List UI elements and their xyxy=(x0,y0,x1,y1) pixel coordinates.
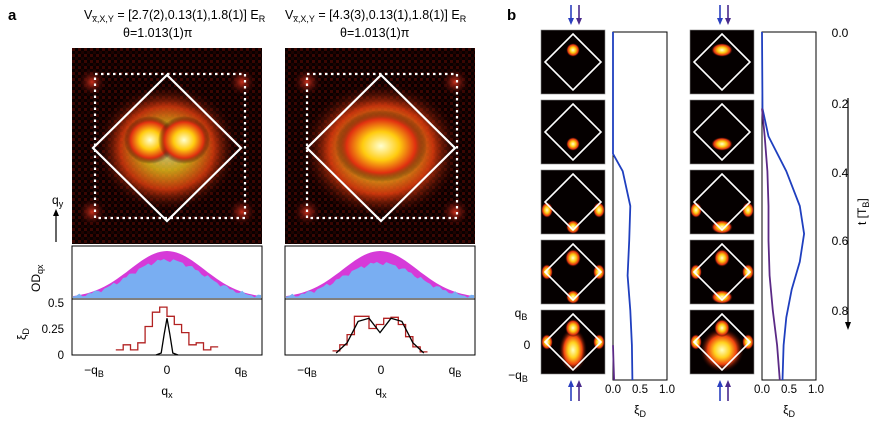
tilesRight-tile-3 xyxy=(689,239,755,305)
xiLeft-series-data xyxy=(115,306,219,351)
panel-a-label: a xyxy=(8,7,17,24)
xiLeft-series-fit xyxy=(155,318,179,356)
b-right-xi-tick-1: 1.0 xyxy=(808,384,824,396)
left-xi-time-plot xyxy=(612,31,668,381)
left-x-label: qx xyxy=(161,384,173,400)
right-xi-plot xyxy=(284,298,476,356)
time-tick-0.2: 0.2 xyxy=(832,97,849,111)
b-right-xi-tick-0.5: 0.5 xyxy=(781,384,797,396)
right-x-label: qx xyxy=(375,384,387,400)
time-tick-0.4: 0.4 xyxy=(832,166,849,180)
tilesRight-tile-4 xyxy=(689,309,755,375)
left-xtick-zero: 0 xyxy=(164,363,171,377)
right-title-line1: Vx̅,X,Y = [4.3(3),0.13(1),1.8(1)] ER xyxy=(285,8,467,24)
xi-axis-label: ξD xyxy=(15,328,31,340)
right-title-line2: θ=1.013(1)π xyxy=(340,26,410,40)
tilesLeft-tile-0 xyxy=(540,29,606,95)
time-axis-label: t [TB] xyxy=(855,198,871,225)
time-tick-0.0: 0.0 xyxy=(832,26,849,40)
right-absorption-image xyxy=(285,48,475,244)
right-xi-time-plot xyxy=(761,31,817,381)
left-absorption-image xyxy=(72,48,262,244)
left-od-data xyxy=(73,259,261,298)
tilesLeft-tile-4 xyxy=(540,309,606,375)
tilesRight-tile-0 xyxy=(689,29,755,95)
right-od-histogram xyxy=(284,245,476,300)
left-od-histogram xyxy=(71,245,263,300)
right-od-data xyxy=(286,262,474,298)
right-xtick-neg-qb: −qB xyxy=(297,363,317,379)
b-ytick-neg-qb: −qB xyxy=(508,368,528,384)
xiTimeRight-series-blue xyxy=(761,31,805,381)
b-ytick-qb: qB xyxy=(515,306,528,322)
b-left-xi-tick-0.5: 0.5 xyxy=(632,384,648,396)
right-column-arrows-top xyxy=(717,5,731,25)
tilesLeft-tile-1 xyxy=(540,99,606,165)
left-title-line1: Vx̅,X,Y = [2.7(2),0.13(1),1.8(1)] ER xyxy=(84,8,266,24)
tilesLeft-tile-3 xyxy=(540,239,606,305)
left-xtick-qb: qB xyxy=(235,363,248,379)
xi-tick-0.25: 0.25 xyxy=(42,324,64,336)
tilesRight-tile-2 xyxy=(689,169,755,235)
tilesRight-tile-1 xyxy=(689,99,755,165)
time-tick-0.8: 0.8 xyxy=(832,304,849,318)
qy-label: qy xyxy=(52,193,64,209)
b-right-xi-tick-0: 0.0 xyxy=(754,384,770,396)
left-xi-plot xyxy=(71,298,263,356)
left-simulation-tiles xyxy=(540,29,606,375)
left-title-line2: θ=1.013(1)π xyxy=(123,26,193,40)
right-simulation-tiles xyxy=(689,29,755,375)
left-column-arrows-top xyxy=(568,5,582,25)
right-column-arrows-bottom xyxy=(717,380,731,401)
qy-axis-arrow xyxy=(53,209,59,242)
b-left-xi-tick-0: 0.0 xyxy=(605,384,621,396)
xiRight-series-fit xyxy=(335,317,425,354)
b-left-xi-tick-1: 1.0 xyxy=(659,384,675,396)
od-axis-label: ODqx xyxy=(29,264,45,292)
b-left-xi-label: ξD xyxy=(634,403,646,419)
time-tick-0.6: 0.6 xyxy=(832,234,849,248)
b-right-xi-label: ξD xyxy=(783,403,795,419)
right-xtick-zero: 0 xyxy=(378,363,385,377)
xi-tick-0.5: 0.5 xyxy=(48,298,64,310)
panel-b-label: b xyxy=(507,7,516,24)
xiTimeLeft-series-purple xyxy=(612,345,615,381)
xiTimeLeft-series-blue xyxy=(612,32,634,381)
right-xtick-qb: qB xyxy=(449,363,462,379)
left-xtick-neg-qb: −qB xyxy=(84,363,104,379)
xiTimeRight-series-purple xyxy=(761,108,781,381)
left-column-arrows-bottom xyxy=(568,380,582,401)
b-ytick-zero: 0 xyxy=(524,338,531,352)
xiRight-series-data xyxy=(332,315,428,353)
xi-tick-0: 0 xyxy=(58,350,64,362)
time-axis-arrow xyxy=(845,98,851,330)
tilesLeft-tile-2 xyxy=(540,169,606,235)
